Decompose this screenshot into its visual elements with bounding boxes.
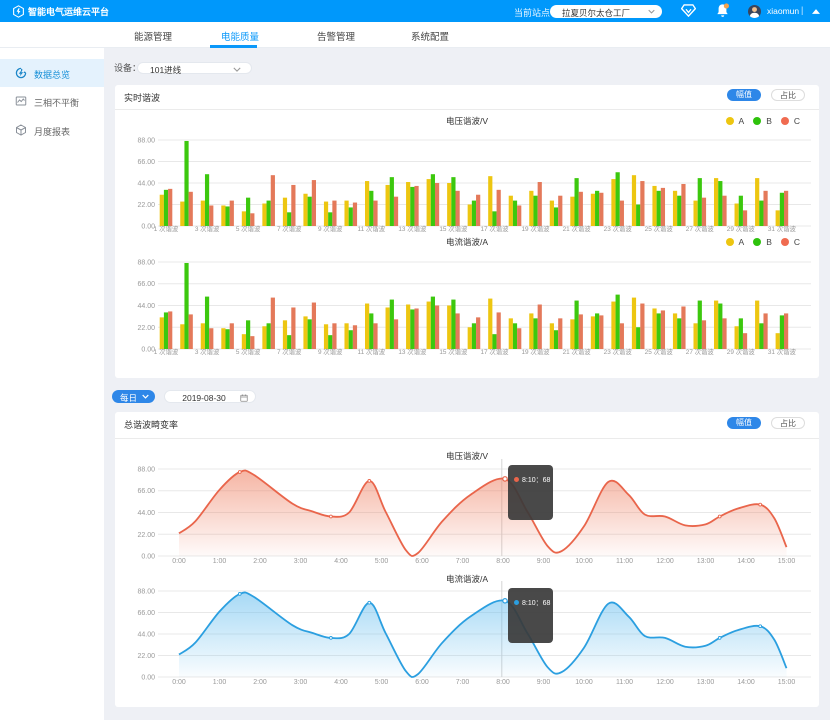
svg-text:44.00: 44.00 <box>137 632 155 639</box>
svg-text:9 次谐波: 9 次谐波 <box>318 224 343 233</box>
svg-text:0.00: 0.00 <box>141 554 155 561</box>
svg-text:66.00: 66.00 <box>137 159 155 166</box>
svg-text:0:00: 0:00 <box>172 679 186 686</box>
svg-text:7:00: 7:00 <box>456 679 470 686</box>
svg-text:22.00: 22.00 <box>137 532 155 539</box>
svg-text:14:00: 14:00 <box>737 679 755 686</box>
svg-text:8:00: 8:00 <box>496 679 510 686</box>
svg-text:3:00: 3:00 <box>294 558 308 565</box>
svg-text:13:00: 13:00 <box>697 558 715 565</box>
svg-text:29 次谐波: 29 次谐波 <box>727 224 756 233</box>
svg-text:6:00: 6:00 <box>415 679 429 686</box>
svg-text:0.00: 0.00 <box>141 347 155 354</box>
svg-text:25 次谐波: 25 次谐波 <box>645 224 674 233</box>
svg-text:3:00: 3:00 <box>294 679 308 686</box>
svg-text:13 次谐波: 13 次谐波 <box>398 224 427 233</box>
svg-text:1 次谐波: 1 次谐波 <box>154 347 179 356</box>
svg-text:2:00: 2:00 <box>253 558 267 565</box>
svg-text:5:00: 5:00 <box>375 558 389 565</box>
svg-text:2:00: 2:00 <box>253 679 267 686</box>
svg-text:44.00: 44.00 <box>137 510 155 517</box>
svg-text:88.00: 88.00 <box>137 260 155 267</box>
svg-text:7 次谐波: 7 次谐波 <box>277 347 302 356</box>
svg-text:9:00: 9:00 <box>537 679 551 686</box>
svg-text:0:00: 0:00 <box>172 558 186 565</box>
svg-text:23 次谐波: 23 次谐波 <box>604 224 633 233</box>
svg-text:22.00: 22.00 <box>137 325 155 332</box>
svg-text:17 次谐波: 17 次谐波 <box>480 224 509 233</box>
svg-text:11 次谐波: 11 次谐波 <box>358 224 386 233</box>
svg-text:88.00: 88.00 <box>137 589 155 596</box>
svg-text:11:00: 11:00 <box>616 558 633 565</box>
svg-text:15:00: 15:00 <box>778 679 796 686</box>
svg-text:4:00: 4:00 <box>334 558 348 565</box>
svg-text:5 次谐波: 5 次谐波 <box>236 224 261 233</box>
svg-text:0.00: 0.00 <box>141 675 155 682</box>
svg-text:25 次谐波: 25 次谐波 <box>645 347 674 356</box>
svg-text:12:00: 12:00 <box>656 679 674 686</box>
svg-text:9 次谐波: 9 次谐波 <box>318 347 343 356</box>
svg-text:15 次谐波: 15 次谐波 <box>439 224 468 233</box>
svg-text:6:00: 6:00 <box>415 558 429 565</box>
svg-text:15:00: 15:00 <box>778 558 796 565</box>
svg-text:27 次谐波: 27 次谐波 <box>686 224 715 233</box>
svg-text:5:00: 5:00 <box>375 679 389 686</box>
svg-text:21 次谐波: 21 次谐波 <box>563 224 592 233</box>
svg-text:19 次谐波: 19 次谐波 <box>521 347 550 356</box>
svg-text:13 次谐波: 13 次谐波 <box>398 347 427 356</box>
svg-text:3 次谐波: 3 次谐波 <box>195 224 220 233</box>
svg-text:14:00: 14:00 <box>737 558 755 565</box>
svg-text:8:00: 8:00 <box>496 558 510 565</box>
svg-text:1:00: 1:00 <box>213 558 227 565</box>
svg-text:22.00: 22.00 <box>137 202 155 209</box>
svg-text:17 次谐波: 17 次谐波 <box>480 347 509 356</box>
svg-text:11:00: 11:00 <box>616 679 633 686</box>
svg-text:22.00: 22.00 <box>137 653 155 660</box>
svg-text:10:00: 10:00 <box>575 679 593 686</box>
svg-text:0.00: 0.00 <box>141 224 155 231</box>
svg-text:7 次谐波: 7 次谐波 <box>277 224 302 233</box>
svg-text:88.00: 88.00 <box>137 467 155 474</box>
svg-text:31 次谐波: 31 次谐波 <box>768 347 797 356</box>
svg-text:4:00: 4:00 <box>334 679 348 686</box>
svg-text:29 次谐波: 29 次谐波 <box>727 347 756 356</box>
svg-text:11 次谐波: 11 次谐波 <box>358 347 386 356</box>
svg-text:9:00: 9:00 <box>537 558 551 565</box>
svg-text:3 次谐波: 3 次谐波 <box>195 347 220 356</box>
svg-text:66.00: 66.00 <box>137 610 155 617</box>
svg-text:66.00: 66.00 <box>137 281 155 288</box>
svg-text:44.00: 44.00 <box>137 181 155 188</box>
svg-text:27 次谐波: 27 次谐波 <box>686 347 715 356</box>
svg-text:15 次谐波: 15 次谐波 <box>439 347 468 356</box>
svg-text:21 次谐波: 21 次谐波 <box>563 347 592 356</box>
svg-text:23 次谐波: 23 次谐波 <box>604 347 633 356</box>
svg-text:66.00: 66.00 <box>137 488 155 495</box>
svg-text:1 次谐波: 1 次谐波 <box>154 224 179 233</box>
svg-text:12:00: 12:00 <box>656 558 674 565</box>
svg-text:31 次谐波: 31 次谐波 <box>768 224 797 233</box>
svg-text:19 次谐波: 19 次谐波 <box>521 224 550 233</box>
svg-text:10:00: 10:00 <box>575 558 593 565</box>
svg-text:7:00: 7:00 <box>456 558 470 565</box>
svg-text:13:00: 13:00 <box>697 679 715 686</box>
svg-text:88.00: 88.00 <box>137 138 155 145</box>
svg-text:1:00: 1:00 <box>213 679 227 686</box>
svg-text:44.00: 44.00 <box>137 303 155 310</box>
svg-text:5 次谐波: 5 次谐波 <box>236 347 261 356</box>
